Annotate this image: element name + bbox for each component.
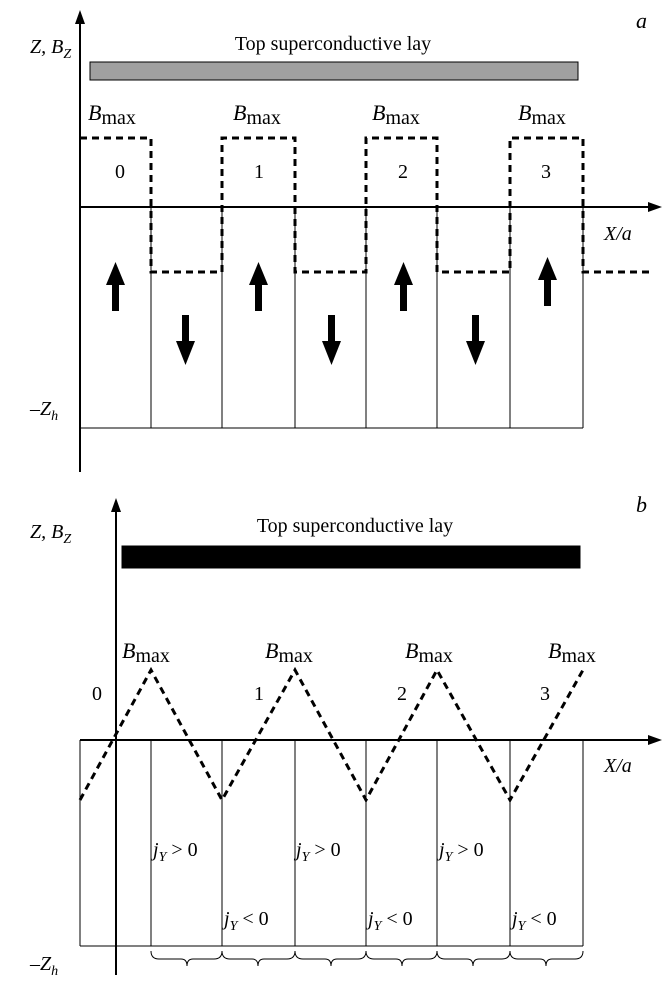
panel-b-cell-number: 1 [254, 683, 264, 705]
bmax-label: Bmax [265, 638, 313, 667]
panel-a-bmax-labels: Bmax Bmax Bmax Bmax [88, 100, 566, 129]
panel-b-cells [79, 740, 584, 947]
panel-a-top-layer-label: Top superconductive lay [235, 33, 431, 55]
panel-a-tag: a [636, 8, 647, 33]
down-arrow-icon [322, 315, 341, 365]
curly-brace-icon [294, 950, 438, 967]
panel-a-z-label: Z, BZ [30, 36, 71, 62]
panel-a-z-axis-arrow [75, 10, 85, 24]
panel-b: b Z, BZ X/a –Zh Top superconductive lay [29, 492, 662, 979]
down-arrow-icon [466, 315, 485, 365]
panel-a: a Z, BZ X/a –Zh Top superconductive lay [29, 8, 662, 472]
panel-b-cell-number: 2 [397, 683, 407, 705]
panel-b-cell-number: 0 [92, 683, 102, 705]
current-negative-label: jY < 0 [365, 908, 413, 934]
bmax-label: Bmax [405, 638, 453, 667]
panel-b-bottom-label: –Zh [29, 953, 58, 979]
panel-b-z-label: Z, BZ [30, 521, 71, 547]
panel-b-x-label: X/a [603, 755, 632, 777]
panel-b-bmax-labels: Bmax Bmax Bmax Bmax [122, 638, 596, 667]
panel-a-x-label: X/a [603, 223, 632, 245]
bmax-label: Bmax [372, 100, 420, 129]
panel-b-top-layer [121, 545, 581, 569]
panel-a-x-axis-arrow [648, 202, 662, 212]
current-positive-label: jY > 0 [436, 839, 484, 865]
down-arrow-icon [176, 315, 195, 365]
bmax-label: Bmax [122, 638, 170, 667]
bmax-label: Bmax [233, 100, 281, 129]
panel-a-top-layer [89, 61, 579, 81]
bmax-label: Bmax [518, 100, 566, 129]
panel-a-field-profile [80, 136, 652, 274]
panel-b-tag: b [636, 492, 647, 517]
panel-a-magnetization-arrows [106, 257, 557, 365]
panel-b-current-labels: jY > 0 jY > 0 jY > 0 jY < 0 jY < 0 jY < … [150, 839, 557, 934]
panel-b-top-layer-label: Top superconductive lay [257, 515, 453, 537]
panel-a-cell-number: 1 [254, 161, 264, 183]
panel-b-field-profile [78, 666, 585, 804]
current-positive-label: jY > 0 [150, 839, 198, 865]
current-negative-label: jY < 0 [509, 908, 557, 934]
panel-b-z-axis-arrow [111, 498, 121, 512]
panel-a-cell-number: 2 [398, 161, 408, 183]
up-arrow-icon [394, 262, 413, 311]
panel-b-x-axis-arrow [648, 735, 662, 745]
bmax-label: Bmax [88, 100, 136, 129]
current-positive-label: jY > 0 [293, 839, 341, 865]
panel-a-bottom-label: –Zh [29, 398, 58, 424]
up-arrow-icon [106, 262, 125, 311]
panel-a-cell-number: 0 [115, 161, 125, 183]
bmax-label: Bmax [548, 638, 596, 667]
up-arrow-icon [538, 257, 557, 306]
current-negative-label: jY < 0 [221, 908, 269, 934]
panel-a-cell-number: 3 [541, 161, 551, 183]
panel-b-braces [150, 950, 584, 967]
up-arrow-icon [249, 262, 268, 311]
panel-b-cell-number: 3 [540, 683, 550, 705]
curly-brace-icon [150, 950, 296, 967]
curly-brace-icon [436, 950, 584, 967]
